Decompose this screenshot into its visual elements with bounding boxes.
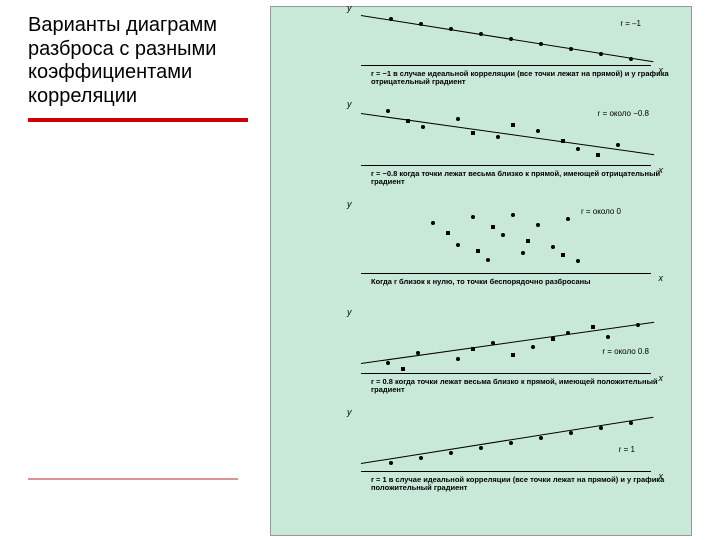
title-underline (28, 118, 248, 122)
data-point (431, 221, 435, 225)
data-point (491, 341, 495, 345)
data-point (416, 351, 420, 355)
panel-caption: r = −1 в случае идеальной корреляции (вс… (371, 70, 671, 87)
panel-caption: r = 0.8 когда точки лежат весьма близко … (371, 378, 671, 395)
data-point (456, 243, 460, 247)
data-point-square (551, 337, 555, 341)
data-point (456, 357, 460, 361)
data-point (496, 135, 500, 139)
trend-line (361, 113, 654, 155)
scatter-panel-r_minus_08: yxr = около −0.8 r = −0.8 когда точки леж… (271, 103, 691, 203)
y-axis-label: y (347, 99, 352, 109)
data-point (486, 258, 490, 262)
data-point (386, 109, 390, 113)
data-point (456, 117, 460, 121)
x-axis-label: x (659, 273, 664, 283)
r-value-label: r = около −0.8 (598, 109, 649, 118)
data-point-square (526, 239, 530, 243)
data-point (471, 215, 475, 219)
data-point-square (476, 249, 480, 253)
data-point (536, 129, 540, 133)
data-point (566, 217, 570, 221)
data-point (576, 147, 580, 151)
data-point-square (401, 367, 405, 371)
data-point (606, 335, 610, 339)
trend-line (361, 322, 654, 364)
data-point (386, 361, 390, 365)
trend-line (361, 417, 654, 464)
y-axis-label: y (347, 407, 352, 417)
data-point (599, 52, 603, 56)
x-axis-label: x (659, 471, 664, 481)
data-point (421, 125, 425, 129)
data-point (576, 259, 580, 263)
data-point (629, 421, 633, 425)
data-point (551, 245, 555, 249)
data-point (536, 223, 540, 227)
scatter-panel-r_minus_1: yxr = –1 r = −1 в случае идеальной коррел… (271, 7, 691, 103)
slide-title: Варианты диаграмм разброса с разными коэ… (28, 14, 258, 108)
scatter-figure: yxr = –1r = −1 в случае идеальной коррел… (270, 6, 692, 536)
data-point (501, 233, 505, 237)
data-point (479, 446, 483, 450)
data-point-square (561, 253, 565, 257)
y-axis-label: y (347, 3, 352, 13)
slide: Варианты диаграмм разброса с разными коэ… (0, 0, 720, 540)
x-axis-label: x (659, 65, 664, 75)
data-point (531, 345, 535, 349)
data-point (521, 251, 525, 255)
data-point (636, 323, 640, 327)
title-block: Варианты диаграмм разброса с разными коэ… (28, 14, 258, 122)
r-value-label: r = около 0.8 (602, 347, 649, 356)
y-axis-label: y (347, 199, 352, 209)
data-point-square (471, 347, 475, 351)
data-point (389, 17, 393, 21)
data-point (569, 431, 573, 435)
data-point-square (446, 231, 450, 235)
data-point-square (491, 225, 495, 229)
x-axis-label: x (659, 165, 664, 175)
data-point-square (471, 131, 475, 135)
data-point (479, 32, 483, 36)
scatter-panel-r_plus_1: yxr = 1 r = 1 в случае идеальной корреляц… (271, 411, 691, 511)
data-point-square (511, 353, 515, 357)
y-axis-label: y (347, 307, 352, 317)
r-value-label: r = –1 (620, 19, 641, 28)
plot-area: yxr = около −0.8 (361, 103, 651, 166)
panel-caption: r = −0.8 когда точки лежат весьма близко… (371, 170, 671, 187)
scatter-panel-r_plus_08: yxr = около 0.8 r = 0.8 когда точки лежат… (271, 311, 691, 411)
data-point (511, 213, 515, 217)
r-value-label: r = около 0 (581, 207, 621, 216)
data-point (449, 451, 453, 455)
data-point (539, 42, 543, 46)
data-point (599, 426, 603, 430)
plot-area: yxr = около 0.8 (361, 311, 651, 374)
data-point-square (591, 325, 595, 329)
r-value-label: r = 1 (619, 445, 635, 454)
data-point (449, 27, 453, 31)
scatter-panel-r_zero: yxr = около 0 Когда r близок к нулю, то т… (271, 203, 691, 311)
data-point (566, 331, 570, 335)
panel-caption: r = 1 в случае идеальной корреляции (все… (371, 476, 671, 493)
plot-area: yxr = 1 (361, 411, 651, 472)
data-point (389, 461, 393, 465)
data-point (509, 441, 513, 445)
data-point (569, 47, 573, 51)
data-point-square (406, 119, 410, 123)
data-point-square (561, 139, 565, 143)
data-point-square (596, 153, 600, 157)
bottom-underline (28, 478, 238, 480)
plot-area: yxr = –1 (361, 7, 651, 66)
data-point (616, 143, 620, 147)
x-axis-label: x (659, 373, 664, 383)
data-point (629, 57, 633, 61)
trend-line (361, 15, 654, 62)
data-point (539, 436, 543, 440)
data-point (509, 37, 513, 41)
data-point-square (511, 123, 515, 127)
data-point (419, 456, 423, 460)
data-point (419, 22, 423, 26)
panel-caption: Когда r близок к нулю, то точки беспоряд… (371, 278, 671, 286)
plot-area: yxr = около 0 (361, 203, 651, 274)
